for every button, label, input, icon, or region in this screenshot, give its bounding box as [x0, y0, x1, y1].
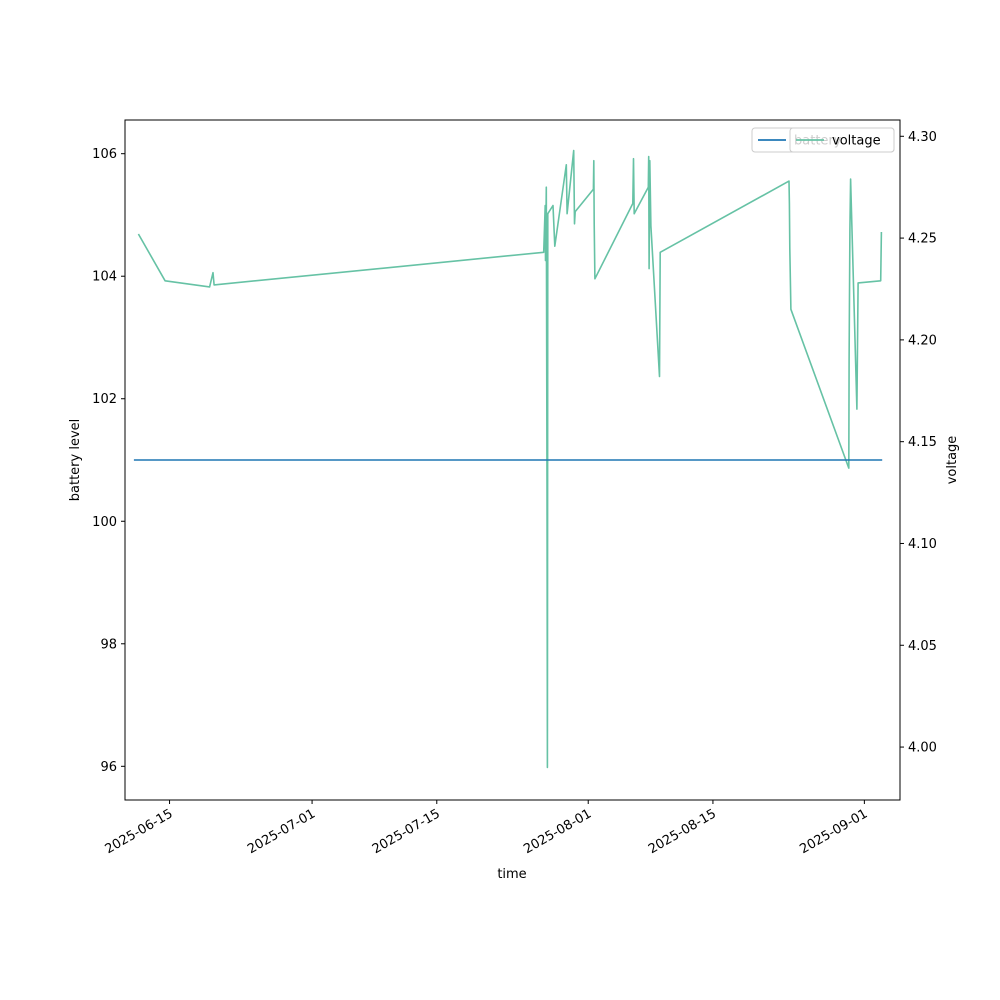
y-left-tick-label: 106 — [92, 147, 117, 162]
y-left-tick-label: 102 — [92, 392, 117, 407]
legend-label-voltage: voltage — [832, 134, 881, 149]
y-axis-right-label: voltage — [945, 436, 960, 485]
legend-box-voltage — [789, 127, 895, 153]
plot-frame — [124, 119, 901, 801]
y-left-tick-label: 100 — [92, 515, 117, 530]
legend: batteryvoltage — [751, 127, 895, 153]
y-left-tick-label: 98 — [100, 637, 117, 652]
y-right-tick-label: 4.20 — [908, 333, 937, 348]
y-right-tick-label: 4.15 — [908, 435, 937, 450]
x-axis-label: time — [497, 867, 526, 882]
y-left-tick-label: 96 — [100, 760, 117, 775]
plot-layer — [133, 149, 883, 769]
y-left-tick-label: 104 — [92, 270, 117, 285]
y-right-tick-label: 4.05 — [908, 639, 937, 654]
series-line-voltage — [137, 149, 883, 769]
y-right-tick-label: 4.10 — [908, 537, 937, 552]
y-axis-left-label: battery level — [68, 419, 83, 502]
y-right-tick-label: 4.30 — [908, 130, 937, 145]
y-right-tick-label: 4.00 — [908, 741, 937, 756]
y-right-tick-label: 4.25 — [908, 232, 937, 247]
